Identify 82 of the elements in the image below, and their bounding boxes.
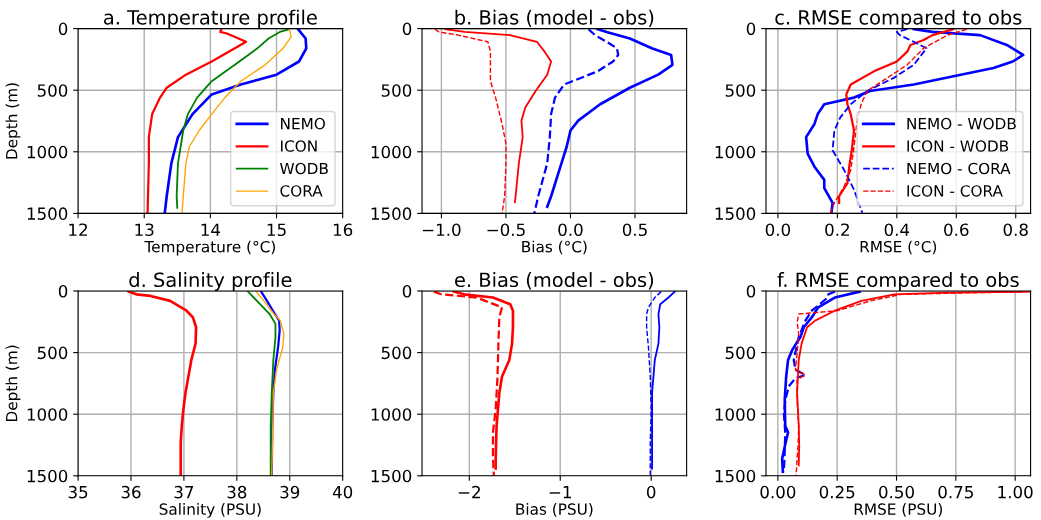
x-tick-label: −1 [549,486,571,499]
x-tick-label: 0.50 [879,485,914,499]
y-tick-label: 500 [725,84,756,97]
legend-label: WODB [280,162,328,175]
line-series [127,291,198,476]
y-tick-label: 1000 [715,145,756,159]
x-tick-label: 0.6 [944,223,969,237]
legend-label: NEMO - CORA [907,162,1011,175]
x-axis-title: RMSE (°C) [860,240,937,255]
chart-title: e. Bias (model - obs) [455,272,654,290]
y-tick-label: 1000 [715,408,756,421]
x-tick-label: 36 [121,485,141,499]
x-tick-label: 0.0 [558,223,583,237]
line-series [804,28,1025,214]
chart-title: c. RMSE compared to obs [775,9,1022,29]
legend-label: ICON - CORA [907,185,1003,197]
x-tick-label: 15 [267,223,286,237]
legend-label: NEMO [281,117,325,130]
y-tick-label: 500 [381,84,412,97]
x-tick-label: −0.5 [487,223,525,237]
chart-title: f. RMSE compared to obs [777,272,1019,291]
x-tick-label: 0.4 [884,223,910,237]
chart-title: d. Salinity profile [129,272,292,291]
x-tick-label: 12 [69,223,88,236]
line-series [146,28,248,214]
x-tick-label: 0.8 [1003,223,1028,237]
chart-title: a. Temperature profile [104,9,317,29]
y-tick-label: 1000 [27,145,68,159]
x-tick-label: 14 [201,223,221,236]
y-tick-label: 0 [58,22,68,36]
x-tick-label: 0 [646,485,656,499]
x-tick-label: 13 [135,223,154,237]
line-series [434,28,507,214]
y-tick-label: 0 [402,284,412,298]
y-tick-label: 0 [746,284,756,298]
y-tick-label: 1500 [371,207,412,220]
x-tick-label: 37 [174,485,194,499]
x-tick-label: 39 [280,485,300,499]
y-tick-label: 1500 [27,469,68,483]
x-tick-label: 40 [332,485,353,499]
line-series [247,291,277,476]
line-series [533,28,620,214]
x-tick-label: 0.25 [819,485,855,499]
legend-label: NEMO - WODB [907,117,1016,130]
line-series [545,28,674,209]
y-tick-label: 1500 [27,207,68,220]
y-tick-label: 0 [746,22,756,36]
line-series [444,28,553,204]
legend-label: ICON - WODB [907,140,1009,152]
legend-label: CORA [280,185,323,197]
x-tick-label: 35 [68,485,88,499]
legend-label: ICON [281,140,317,152]
x-tick-label: 0.75 [938,485,973,499]
y-tick-label: 500 [37,346,68,360]
x-tick-label: 0.5 [622,223,647,237]
y-tick-label: 1000 [27,408,68,421]
y-tick-label: 500 [725,346,756,360]
x-axis-title: RMSE (PSU) [854,503,942,517]
y-tick-label: 1000 [371,408,412,421]
x-tick-label: 0.00 [760,485,796,499]
x-tick-label: 16 [333,223,353,237]
x-tick-label: 0.0 [765,223,791,237]
x-axis-title: Salinity (PSU) [159,503,261,518]
y-tick-label: 0 [402,22,412,36]
x-tick-label: 38 [227,485,247,499]
x-tick-label: 1.00 [998,485,1033,499]
y-tick-label: 0 [58,284,68,298]
x-tick-label: −1.0 [422,223,461,237]
y-tick-label: 500 [37,84,68,97]
y-tick-label: 1500 [371,469,412,483]
x-axis-title: Bias (PSU) [516,503,593,517]
y-tick-label: 1500 [715,207,756,220]
y-tick-label: 1000 [371,145,412,159]
y-tick-label: 500 [381,346,412,360]
y-axis-title: Depth (m) [5,345,21,421]
y-tick-label: 1500 [715,469,756,483]
x-tick-label: 0.2 [825,223,849,237]
chart-title: b. Bias (model - obs) [455,9,654,27]
y-axis-title: Depth (m) [5,83,21,159]
x-axis-title: Temperature (°C) [144,240,275,256]
x-axis-title: Bias (°C) [522,240,587,255]
x-tick-label: −2 [458,485,480,499]
